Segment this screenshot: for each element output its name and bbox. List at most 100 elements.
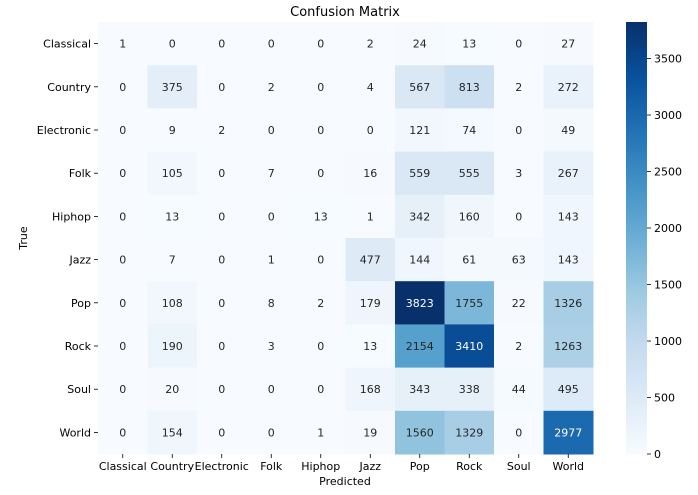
cell-value-5-5: 477 [360,254,381,267]
cell-value-2-0: 0 [119,124,126,137]
heatmap-cell-4-4 [296,194,346,239]
cell-value-6-6: 3823 [406,297,434,310]
heatmap-cell-6-0 [98,281,148,325]
heatmap-cell-7-9 [543,324,594,369]
cell-value-0-0: 1 [119,38,126,51]
x-tick-label-8: Soul [507,460,531,473]
cell-value-0-9: 27 [561,38,575,51]
heatmap-cell-6-2 [197,281,247,325]
cell-value-8-1: 20 [165,383,179,396]
cell-value-6-9: 1326 [554,297,582,310]
chart-title: Confusion Matrix [290,5,400,20]
cell-value-4-3: 0 [268,210,275,223]
x-tick-label-7: Rock [456,460,483,473]
x-tick-label-2: Electronic [195,460,249,473]
cell-value-9-1: 154 [162,426,183,439]
colorbar-tick-label-6: 3000 [654,109,682,122]
cell-value-7-5: 13 [363,340,377,353]
heatmap-cell-0-9 [543,22,594,66]
cell-value-8-5: 168 [360,383,381,396]
heatmap-cell-3-6 [395,151,445,196]
heatmap-cell-5-3 [246,238,297,282]
heatmap-cell-9-3 [246,410,297,455]
x-tick-label-1: Country [150,460,194,473]
cell-value-9-8: 0 [515,426,522,439]
heatmap-cell-0-0 [98,22,148,66]
cell-value-6-5: 179 [360,297,381,310]
heatmap-cell-1-6 [395,65,445,109]
heatmap-cell-6-7 [444,281,495,325]
cell-value-6-8: 22 [512,297,526,310]
colorbar-tick-label-4: 2000 [654,222,682,235]
heatmap-cell-5-0 [98,238,148,282]
cell-value-4-6: 342 [409,210,430,223]
cell-value-1-8: 2 [515,81,522,94]
heatmap-cell-2-4 [296,108,346,153]
heatmap-cell-1-8 [494,65,544,109]
heatmap-cell-0-1 [147,22,198,66]
heatmap-cell-8-5 [345,367,396,412]
heatmap-cell-0-3 [246,22,297,66]
heatmap-cell-4-1 [147,194,198,239]
heatmap-cell-6-6 [395,281,445,325]
cell-value-1-9: 272 [558,81,579,94]
heatmap-cell-1-5 [345,65,396,109]
heatmap-cell-4-9 [543,194,594,239]
heatmap-cell-4-8 [494,194,544,239]
cell-value-5-8: 63 [512,254,526,267]
heatmap-cell-4-0 [98,194,148,239]
y-tick-label-3: Folk [69,167,92,180]
cell-value-3-0: 0 [119,167,126,180]
cell-value-3-6: 559 [409,167,430,180]
heatmap-cell-2-5 [345,108,396,153]
cell-value-3-7: 555 [459,167,480,180]
heatmap-cell-9-2 [197,410,247,455]
cell-value-0-6: 24 [413,38,427,51]
heatmap-cell-8-2 [197,367,247,412]
cell-value-1-3: 2 [268,81,275,94]
cell-value-7-2: 0 [218,340,225,353]
heatmap-cell-6-5 [345,281,396,325]
cell-value-9-6: 1560 [406,426,434,439]
y-tick-label-8: Soul [67,383,91,396]
cell-value-5-9: 143 [558,254,579,267]
cell-value-8-2: 0 [218,383,225,396]
cell-value-4-5: 1 [367,210,374,223]
cell-value-4-2: 0 [218,210,225,223]
cell-value-3-4: 0 [317,167,324,180]
heatmap-cell-3-3 [246,151,297,196]
cell-value-5-6: 144 [409,254,430,267]
cell-value-0-4: 0 [317,38,324,51]
cell-value-1-6: 567 [409,81,430,94]
x-axis-ticks: Classical Country Electronic Folk Hiphop Jazz… [99,454,584,473]
heatmap-cell-2-6 [395,108,445,153]
heatmap-cell-0-8 [494,22,544,66]
cell-value-1-2: 0 [218,81,225,94]
cell-value-3-3: 7 [268,167,275,180]
cell-value-6-0: 0 [119,297,126,310]
x-tick-label-3: Folk [260,460,283,473]
x-axis-label: Predicted [319,475,371,488]
cell-value-3-1: 105 [162,167,183,180]
heatmap-cell-7-1 [147,324,198,369]
heatmap-cell-4-5 [345,194,396,239]
cell-value-1-4: 0 [317,81,324,94]
heatmap-cell-5-6 [395,238,445,282]
cell-value-5-7: 61 [462,254,476,267]
heatmap-cell-2-2 [197,108,247,153]
heatmap-cell-7-4 [296,324,346,369]
heatmap-cell-2-3 [246,108,297,153]
cell-value-4-9: 143 [558,210,579,223]
heatmap-cell-8-1 [147,367,198,412]
cell-value-1-5: 4 [367,81,374,94]
heatmap-cell-2-7 [444,108,495,153]
heatmap-cell-8-4 [296,367,346,412]
heatmap-cell-5-5 [345,238,396,282]
heatmap-cell-9-4 [296,410,346,455]
heatmap-cell-0-5 [345,22,396,66]
cell-value-9-9: 2977 [554,426,582,439]
y-axis-label: True [17,226,30,251]
cell-value-4-7: 160 [459,210,480,223]
cell-value-2-1: 9 [169,124,176,137]
